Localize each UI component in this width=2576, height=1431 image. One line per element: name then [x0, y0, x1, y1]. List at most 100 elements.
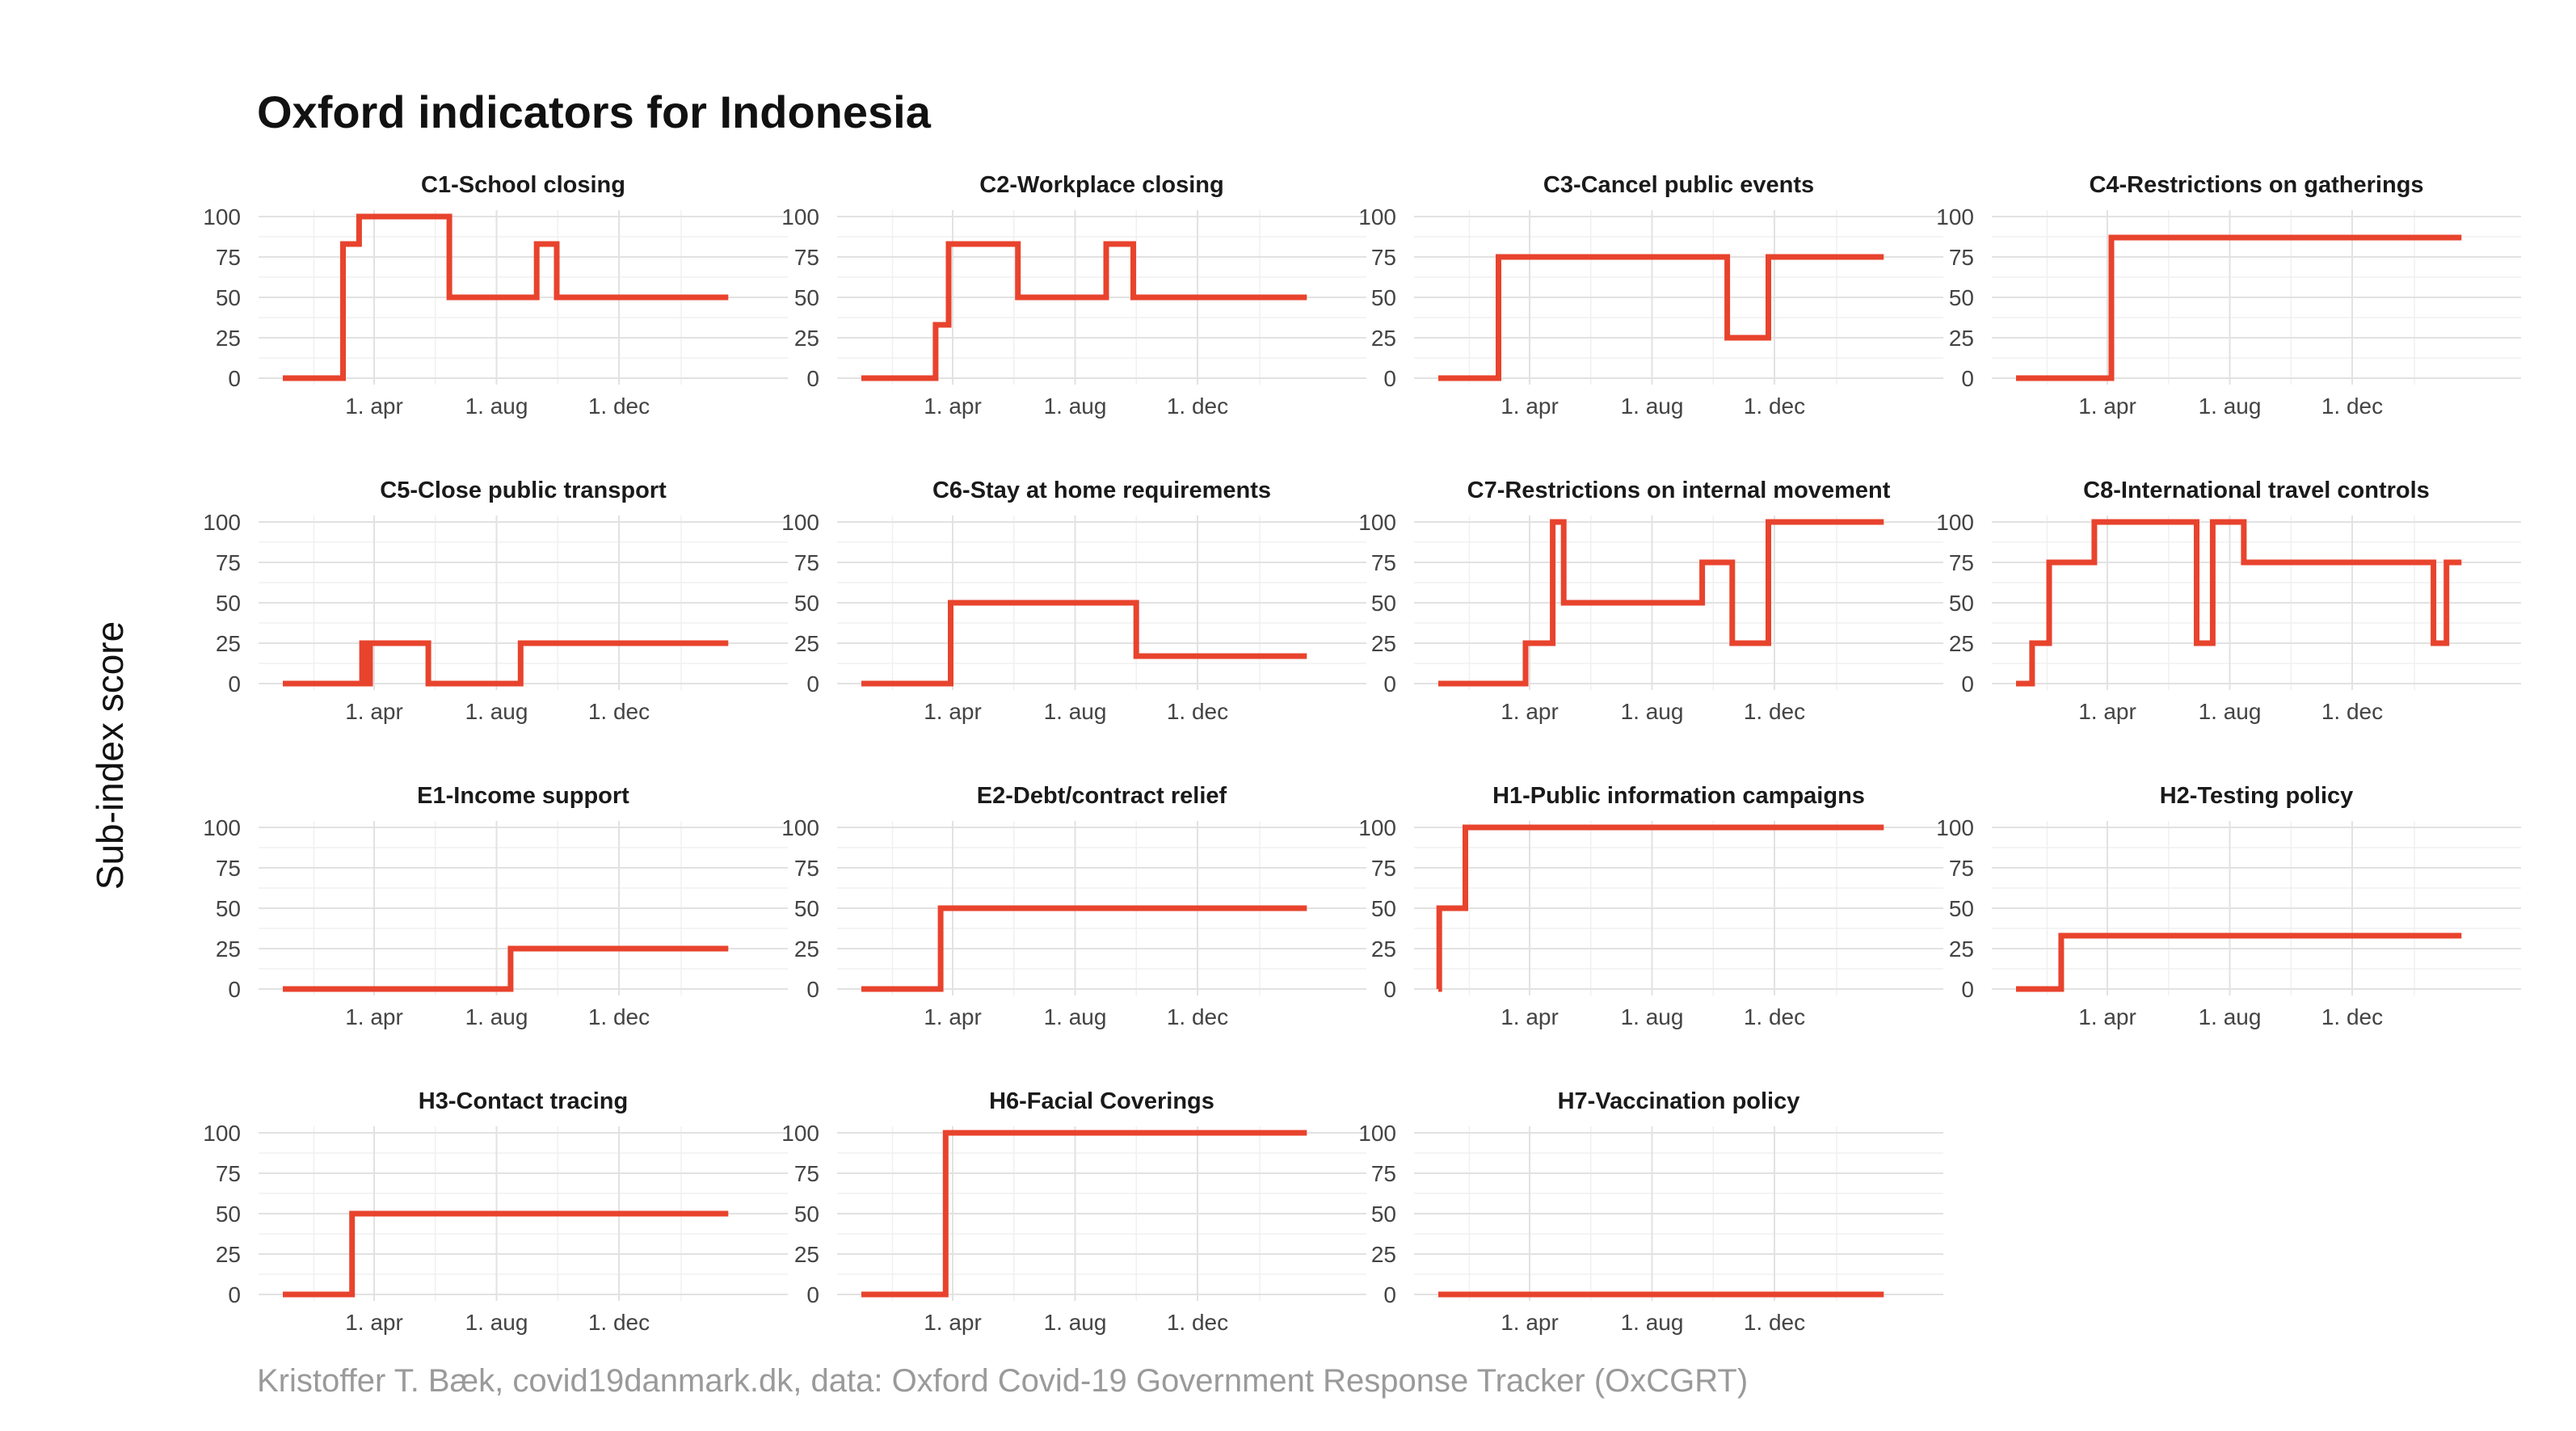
panel-title: C8-International travel controls	[2083, 478, 2430, 503]
y-tick-label: 0	[1961, 671, 1974, 697]
y-tick-label: 100	[781, 510, 819, 535]
x-tick-label: 1. aug	[1044, 1310, 1107, 1335]
panel-title: C7-Restrictions on internal movement	[1467, 478, 1891, 503]
y-tick-label: 50	[216, 591, 241, 616]
y-tick-label: 100	[1358, 204, 1396, 229]
series-line	[861, 905, 1307, 992]
x-tick-label: 1. aug	[1621, 1004, 1684, 1029]
panel-title: C1-School closing	[421, 172, 625, 198]
series-line	[2016, 234, 2462, 381]
x-tick-label: 1. apr	[1501, 699, 1559, 724]
series-line	[2016, 932, 2462, 992]
y-tick-label: 100	[781, 1121, 819, 1146]
x-tick-label: 1. apr	[1501, 1004, 1559, 1029]
y-tick-label: 25	[216, 936, 241, 962]
y-tick-label: 75	[1949, 245, 1974, 270]
panels: C1-School closing 0 25 50 75 100 1. apr 1. aug 1…	[203, 172, 2521, 1335]
y-tick-label: 50	[1949, 285, 1974, 310]
panel: C4-Restrictions on gatherings 0 25 50 75 100 1…	[1936, 172, 2521, 419]
x-tick-label: 1. dec	[2321, 394, 2383, 419]
y-tick-label: 100	[1358, 1121, 1396, 1146]
y-tick-label: 50	[1371, 285, 1396, 310]
x-tick-label: 1. aug	[1621, 394, 1684, 419]
x-tick-label: 1. aug	[2199, 394, 2262, 419]
x-tick-label: 1. dec	[588, 1004, 650, 1029]
y-tick-label: 50	[794, 285, 819, 310]
y-tick-label: 100	[203, 1121, 241, 1146]
y-tick-label: 25	[1371, 326, 1396, 351]
panel-title: C3-Cancel public events	[1543, 172, 1814, 198]
y-tick-label: 100	[781, 815, 819, 840]
series-line	[283, 1210, 729, 1298]
panel: E2-Debt/contract relief 0 25 50 75 100 1. apr 1…	[781, 783, 1366, 1029]
x-tick-label: 1. apr	[924, 394, 982, 419]
x-tick-label: 1. apr	[2078, 1004, 2136, 1029]
panel: C7-Restrictions on internal movement 0 25 5…	[1358, 478, 1943, 724]
panel-title: E1-Income support	[417, 783, 629, 809]
x-tick-label: 1. apr	[924, 699, 982, 724]
panel: C2-Workplace closing 0 25 50 75 100 1. apr 1. a…	[781, 172, 1366, 419]
y-tick-label: 25	[794, 936, 819, 962]
series-line	[1438, 254, 1884, 381]
y-tick-label: 50	[794, 1202, 819, 1227]
y-tick-label: 0	[228, 977, 241, 1002]
series-line	[861, 1130, 1307, 1298]
y-tick-label: 100	[781, 204, 819, 229]
y-tick-label: 0	[1383, 671, 1396, 697]
x-tick-label: 1. dec	[1167, 394, 1228, 419]
y-tick-label: 0	[228, 366, 241, 391]
x-tick-label: 1. dec	[588, 1310, 650, 1335]
panel: E1-Income support 0 25 50 75 100 1. apr 1. aug 1…	[203, 783, 788, 1029]
x-tick-label: 1. dec	[2321, 699, 2383, 724]
y-tick-label: 0	[806, 366, 819, 391]
panel: H2-Testing policy 0 25 50 75 100 1. apr 1. aug 1…	[1936, 783, 2521, 1029]
y-tick-label: 100	[1936, 815, 1974, 840]
panel-title: E2-Debt/contract relief	[977, 783, 1227, 809]
panel: C8-International travel controls 0 25 50 75 1…	[1936, 478, 2521, 724]
y-tick-label: 50	[794, 896, 819, 921]
series-line	[1438, 519, 1884, 687]
y-tick-label: 100	[203, 815, 241, 840]
x-tick-label: 1. apr	[2078, 699, 2136, 724]
y-tick-label: 50	[216, 285, 241, 310]
x-tick-label: 1. aug	[465, 394, 528, 419]
x-tick-label: 1. dec	[1744, 699, 1805, 724]
caption: Kristoffer T. Bæk, covid19danmark.dk, da…	[257, 1363, 1748, 1399]
y-tick-label: 0	[806, 671, 819, 697]
y-tick-label: 75	[1949, 550, 1974, 575]
y-tick-label: 50	[794, 591, 819, 616]
y-tick-label: 0	[228, 1282, 241, 1307]
y-tick-label: 50	[216, 896, 241, 921]
x-tick-label: 1. dec	[588, 394, 650, 419]
y-tick-label: 75	[794, 1161, 819, 1186]
y-tick-label: 75	[1371, 245, 1396, 270]
series-line	[283, 945, 729, 992]
panel: C1-School closing 0 25 50 75 100 1. apr 1. aug 1…	[203, 172, 788, 419]
panel-title: H3-Contact tracing	[419, 1088, 628, 1114]
panel-title: C2-Workplace closing	[979, 172, 1223, 198]
y-tick-label: 100	[1358, 510, 1396, 535]
y-tick-label: 0	[1961, 977, 1974, 1002]
y-tick-label: 100	[203, 204, 241, 229]
y-tick-label: 0	[228, 671, 241, 697]
x-tick-label: 1. aug	[2199, 1004, 2262, 1029]
y-tick-label: 50	[1949, 591, 1974, 616]
x-tick-label: 1. apr	[2078, 394, 2136, 419]
y-tick-label: 75	[794, 856, 819, 881]
x-tick-label: 1. aug	[1044, 394, 1107, 419]
y-tick-label: 75	[216, 1161, 241, 1186]
y-tick-label: 25	[1371, 936, 1396, 962]
y-tick-label: 25	[216, 1242, 241, 1267]
y-tick-label: 50	[1371, 896, 1396, 921]
x-tick-label: 1. apr	[345, 699, 403, 724]
x-tick-label: 1. aug	[1621, 1310, 1684, 1335]
y-tick-label: 0	[806, 1282, 819, 1307]
y-tick-label: 25	[794, 631, 819, 656]
panel-title: H1-Public information campaigns	[1492, 783, 1865, 809]
y-tick-label: 100	[1936, 204, 1974, 229]
x-tick-label: 1. apr	[924, 1310, 982, 1335]
y-tick-label: 0	[806, 977, 819, 1002]
panel-title: C4-Restrictions on gatherings	[2089, 172, 2423, 198]
y-tick-label: 50	[1371, 591, 1396, 616]
